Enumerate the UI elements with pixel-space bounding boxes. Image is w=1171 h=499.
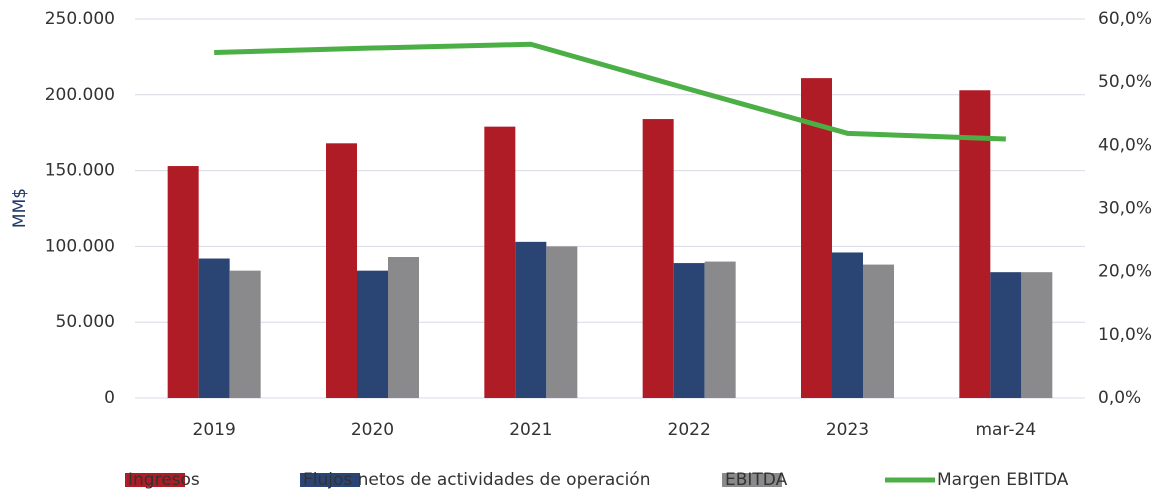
x-tick-label: 2020 <box>351 420 394 440</box>
bar <box>167 166 199 398</box>
y2-tick-label: 10,0% <box>1098 325 1152 345</box>
bar <box>959 90 991 398</box>
legend-label: Margen EBITDA <box>937 470 1069 490</box>
y-axis-label: MM$ <box>10 188 30 228</box>
y2-tick-label: 20,0% <box>1098 262 1152 282</box>
bar <box>388 257 419 398</box>
x-tick-label: 2022 <box>668 420 711 440</box>
legend-swatch <box>300 473 360 487</box>
x-tick-label: 2021 <box>509 420 552 440</box>
bar <box>673 263 705 398</box>
y2-tick-label: 50,0% <box>1098 72 1152 92</box>
y-tick-label: 250.000 <box>45 9 115 29</box>
line <box>214 41 1006 142</box>
y2-tick-label: 0,0% <box>1098 388 1141 408</box>
legend-swatch <box>722 473 782 487</box>
bar <box>326 143 357 398</box>
bar <box>863 264 894 398</box>
y2-tick-label: 60,0% <box>1098 9 1152 29</box>
y2-tick-label: 30,0% <box>1098 199 1152 219</box>
y-tick-label: 150.000 <box>45 161 115 181</box>
bar <box>546 246 578 398</box>
bar <box>515 241 547 398</box>
bar <box>642 119 674 398</box>
legend-label: Ingresos <box>128 470 200 490</box>
y2-tick-label: 40,0% <box>1098 135 1152 155</box>
y-tick-label: 50.000 <box>56 312 115 332</box>
bar <box>704 261 736 398</box>
bar <box>229 270 261 398</box>
bar <box>801 78 832 399</box>
bar <box>1021 272 1053 398</box>
y-tick-label: 100.000 <box>45 236 115 256</box>
bar <box>198 258 230 398</box>
x-tick-label: 2023 <box>826 420 869 440</box>
y-tick-label: 0 <box>104 388 115 408</box>
legend-swatch <box>125 473 185 487</box>
x-tick-label: mar-24 <box>976 420 1037 440</box>
bar <box>484 126 516 399</box>
bar <box>990 272 1022 398</box>
x-tick-label: 2019 <box>193 420 236 440</box>
y-tick-label: 200.000 <box>45 85 115 105</box>
bar <box>832 252 863 398</box>
bar <box>357 270 388 398</box>
legend-label: Flujos netos de actividades de operación <box>303 470 651 490</box>
legend-label: EBITDA <box>725 470 788 490</box>
